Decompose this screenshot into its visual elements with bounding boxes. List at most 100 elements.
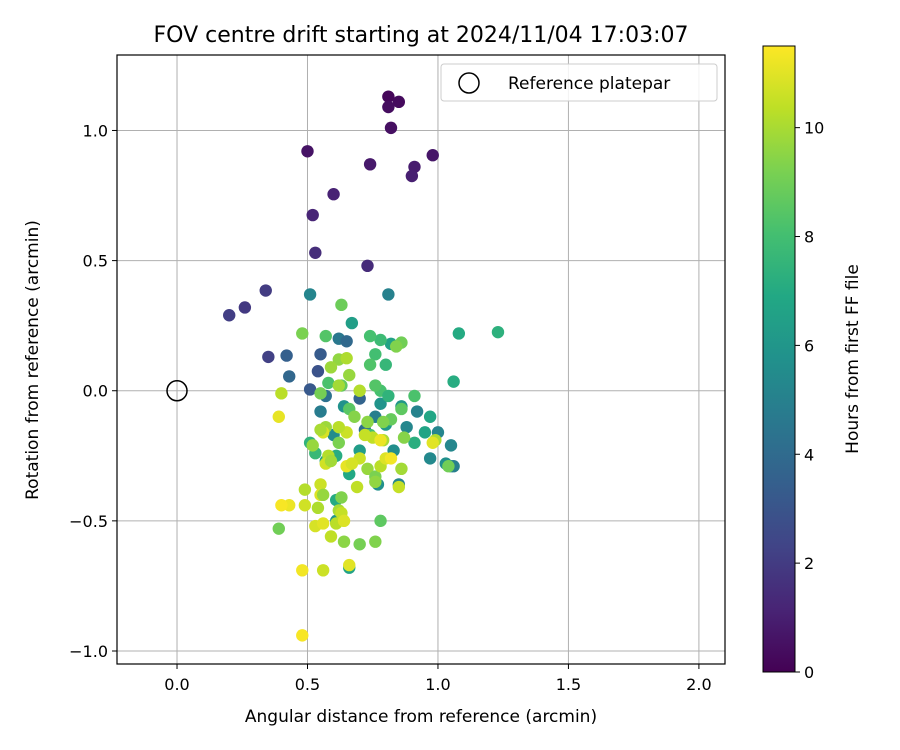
colorbar: 0 2 4 6 8 10 Hours from first FF file [762,45,863,682]
scatter-point [272,522,285,535]
scatter-point [447,375,460,388]
scatter-point [275,499,288,512]
scatter-point [426,148,439,162]
scatter-point [324,454,338,468]
legend-box [440,63,718,102]
y-tick-label: 0.0 [83,382,108,401]
x-tick-label: 0.0 [164,675,189,694]
scatter-point [345,316,359,330]
scatter-point [410,405,424,418]
scatter-point [314,423,327,436]
x-tick-label: 1.5 [556,675,581,694]
scatter-point [343,368,356,382]
scatter-point [395,402,408,416]
scatter-point [361,259,374,273]
scatter-point [340,335,353,348]
scatter-point [327,188,340,201]
x-tick-label: 1.0 [425,675,450,694]
reference-marker [166,379,188,402]
scatter-point [306,208,319,222]
scatter-point [332,379,346,392]
scatter-point [369,379,382,392]
scatter-point [358,428,372,442]
scatter-point [314,348,327,361]
scatter-point [275,387,288,400]
scatter-point [314,387,327,400]
scatter-point [444,439,458,452]
scatter-point [392,480,406,494]
scatter-point [374,433,387,447]
scatter-point [223,309,236,322]
scatter-point [314,478,327,491]
plot-frame [116,54,726,665]
scatter-point [303,383,317,396]
colorbar-label: Hours from first FF file [843,264,863,454]
scatter-point [353,384,366,397]
y-tick-label: 0.5 [83,252,108,271]
scatter-point [272,410,285,423]
scatter-point [296,564,309,577]
scatter-point [379,358,392,371]
scatter-point [423,452,437,465]
scatter-point [316,488,330,502]
scatter-point [309,246,322,259]
scatter-point [337,514,351,528]
legend-label: Reference platepar [508,74,670,94]
y-axis-ticks: −1.0 −0.5 0.0 0.5 1.0 [69,121,117,661]
scatter-point [363,358,377,371]
scatter-point [301,145,314,158]
scatter-point [369,475,382,489]
scatter-point [353,538,366,551]
scatter-point [324,530,338,543]
scatter-point [382,90,395,103]
scatter-point [296,327,309,340]
scatter-point [348,410,361,423]
legend: Reference platepar [440,63,718,102]
scatter-point [361,462,374,476]
scatter-point [259,284,272,297]
scatter-point [384,121,398,135]
scatter-point [283,370,296,383]
colorbar-tick-label: 0 [804,663,814,682]
scatter-point [335,491,348,504]
scatter-point [303,288,317,301]
scatter-point [382,100,395,114]
legend-marker-icon [458,72,480,94]
scatter-point [400,420,413,434]
x-tick-label: 2.0 [686,675,711,694]
y-tick-label: −1.0 [69,642,108,661]
scatter-point [374,397,387,410]
scatter-point [418,426,432,439]
scatter-point [369,535,382,548]
scatter-point [397,431,411,444]
scatter-point [319,329,332,343]
scatter-point [262,350,275,364]
x-tick-label: 0.5 [295,675,320,694]
scatter-point [298,483,312,496]
scatter-point [238,301,252,314]
scatter-point [316,517,330,530]
scatter-points [223,90,505,642]
scatter-point [442,460,455,473]
scatter-point [306,439,319,452]
scatter-point [361,415,374,429]
scatter-point [405,169,419,183]
scatter-point [382,288,395,301]
scatter-point [311,365,325,378]
scatter-point [452,327,466,340]
scatter-point [296,629,309,642]
colorbar-tick-label: 2 [804,554,814,573]
scatter-point [345,457,359,470]
chart-title: FOV centre drift starting at 2024/11/04 … [154,23,689,48]
colorbar-tick-label: 4 [804,445,814,464]
scatter-point [316,564,330,577]
scatter-point [423,410,437,423]
scatter-point [314,405,327,418]
scatter-point [408,436,421,449]
scatter-point [280,349,293,362]
scatter-point [374,333,387,347]
scatter-point [390,340,403,353]
scatter-point [337,535,351,548]
scatter-point [324,361,338,374]
